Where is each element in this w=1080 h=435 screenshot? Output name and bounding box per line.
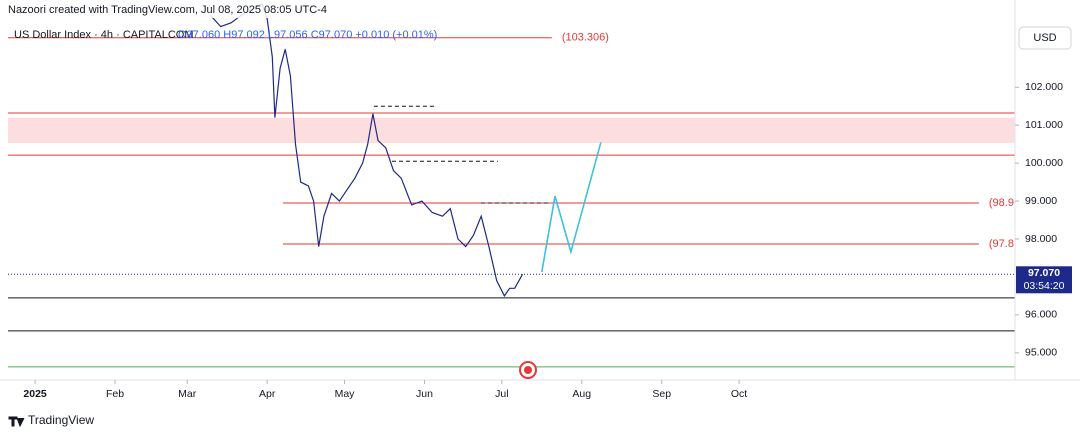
symbol: US Dollar Index · 4h · CAPITALCOM: [14, 29, 194, 41]
x-tick-label: Aug: [572, 388, 591, 400]
price-line: [209, 2, 524, 298]
zone: [8, 117, 1015, 144]
event-icon-dot: [524, 366, 532, 374]
x-tick-label: May: [335, 388, 356, 400]
y-tick-label: 101.000: [1025, 119, 1063, 131]
currency[interactable]: USD: [1033, 32, 1056, 44]
header-bg: [0, 0, 470, 18]
last-price-badge: [1016, 266, 1072, 294]
credit: Nazoori created with TradingView.com, Ju…: [8, 4, 327, 16]
x-tick-label: Jun: [416, 388, 433, 400]
x-tick-label: Sep: [652, 388, 671, 400]
level-label: (103.306): [562, 32, 609, 44]
y-tick-label: 99.000: [1025, 195, 1057, 207]
x-tick-label: Oct: [731, 388, 747, 400]
y-tick-label: 100.000: [1025, 157, 1063, 169]
plot-area: (103.306) (98.9 (97.8: [8, 2, 1015, 368]
y-tick-label: 95.000: [1025, 347, 1057, 359]
level-label: (97.8: [989, 238, 1014, 250]
countdown: 03:54:20: [1024, 280, 1065, 292]
y-tick-label: 102.000: [1025, 81, 1063, 93]
y-tick-label: 96.000: [1025, 309, 1057, 321]
x-tick-label: Apr: [259, 388, 276, 400]
brand: TradingView: [28, 413, 94, 427]
x-tick-label: Jul: [495, 388, 508, 400]
x-tick-label: Feb: [106, 388, 124, 400]
x-tick-label: 2025: [23, 388, 47, 400]
logo: [8, 416, 25, 428]
ohlc: O97.060 H97.092 L97.056 C97.070 +0.010 (…: [178, 29, 437, 41]
level-label: (98.9: [989, 197, 1014, 209]
currency-button[interactable]: [1018, 26, 1072, 50]
last-price-label: 97.070: [1028, 267, 1060, 279]
price-line: [541, 142, 602, 273]
x-tick-label: Mar: [178, 388, 197, 400]
y-tick-label: 98.000: [1025, 233, 1057, 245]
